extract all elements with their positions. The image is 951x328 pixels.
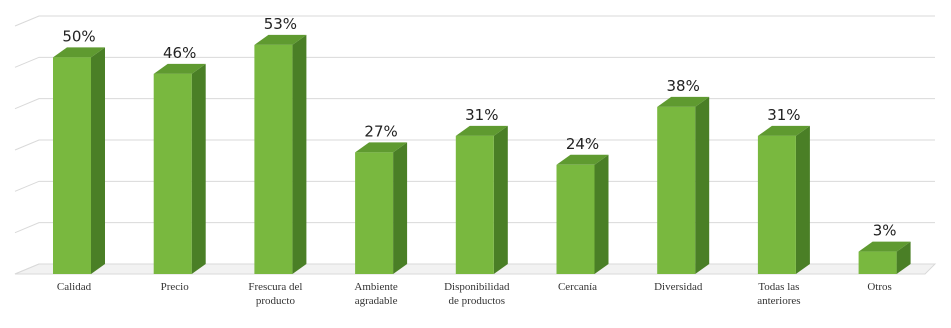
bar-front [858, 251, 897, 274]
gridline [14, 222, 935, 234]
category-label: Diversidad [654, 281, 703, 293]
bar-front [254, 44, 293, 274]
gridlines [14, 15, 935, 275]
value-labels: 50% 46% 53% 27% 31% 24% 38% 31% 3% [62, 15, 896, 240]
bar-7 [657, 96, 710, 274]
bar-front [153, 73, 192, 274]
value-label: 27% [364, 122, 397, 140]
category-label: Cercanía [558, 281, 597, 293]
bar-top [355, 142, 408, 153]
category-label: Otros [867, 281, 891, 293]
bar-side [795, 125, 810, 274]
category-label: Todas las anteriores [757, 281, 800, 307]
bar-top [657, 96, 710, 107]
bar-4 [355, 142, 408, 274]
bar-front [455, 135, 494, 274]
bar-5 [455, 125, 508, 274]
bar-top [858, 241, 911, 252]
bar-9 [858, 241, 911, 274]
category-label: Frescura del producto [248, 281, 302, 307]
category-label: Disponibilidad de productos [444, 281, 510, 307]
gridline [14, 15, 935, 27]
bar-side [91, 47, 105, 275]
bar-8 [757, 125, 810, 274]
bar-front [657, 106, 696, 274]
category-label: Ambiente agradable [354, 281, 397, 307]
bar-front [556, 164, 595, 274]
gridline [14, 56, 935, 68]
bar-front [355, 152, 394, 274]
bar-top [254, 34, 307, 45]
bars [53, 34, 911, 275]
category-label: Precio [161, 281, 190, 293]
value-label: 31% [767, 106, 800, 124]
value-label: 46% [163, 44, 196, 62]
bar-side [594, 154, 609, 274]
value-label: 53% [264, 15, 297, 33]
category-labels: Calidad Precio Frescura del producto Ambient… [57, 281, 892, 307]
bar-2 [153, 63, 206, 274]
value-label: 31% [465, 106, 498, 124]
bar-side [896, 241, 911, 274]
bar-side [493, 125, 508, 274]
gridline [14, 98, 935, 110]
category-label: Calidad [57, 281, 92, 293]
bar-top [556, 154, 609, 165]
bar-3 [254, 34, 307, 274]
bar-side [191, 63, 206, 274]
bar-top [757, 125, 810, 136]
value-label: 38% [667, 77, 700, 95]
bar-1 [53, 47, 105, 275]
value-label: 24% [566, 135, 599, 153]
bar-side [393, 142, 408, 274]
bar-6 [556, 154, 609, 274]
value-label: 50% [62, 27, 95, 45]
gridline [14, 139, 935, 151]
bar-side [695, 96, 710, 274]
bar-top [153, 63, 206, 74]
gridline [14, 180, 935, 192]
bar-front [757, 135, 796, 274]
bar-top [455, 125, 508, 136]
bar-top [53, 47, 105, 58]
value-label: 3% [873, 222, 897, 240]
bar-side [292, 34, 307, 274]
bar-front [53, 57, 91, 275]
